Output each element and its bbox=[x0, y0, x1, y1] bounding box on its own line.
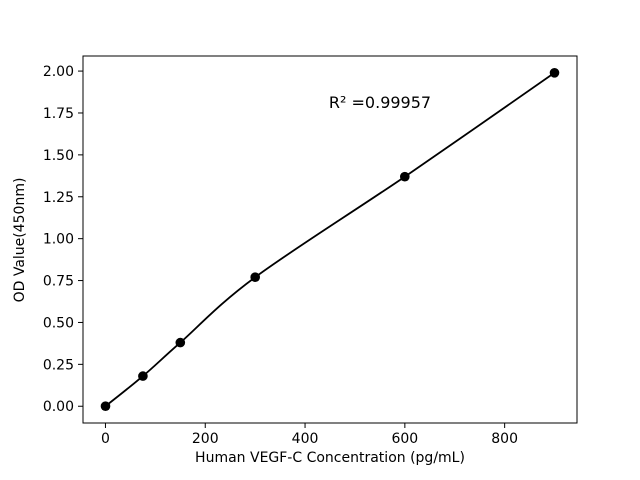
x-tick-label: 800 bbox=[491, 431, 518, 447]
data-point bbox=[175, 337, 186, 348]
x-tick-label: 600 bbox=[391, 431, 418, 447]
data-point bbox=[250, 272, 260, 283]
x-tick-label: 200 bbox=[192, 431, 219, 447]
fit-line bbox=[104, 72, 556, 407]
y-tick-label: 0.50 bbox=[43, 315, 74, 331]
plot-area: 0 200 400 600 800 0.00 0.25 0.50 0.75 1.00 1.25 1.5… bbox=[43, 55, 578, 447]
y-tick-label: 0.25 bbox=[43, 357, 74, 373]
x-tick-label: 400 bbox=[292, 431, 319, 447]
y-axis-label: OD Value(450nm) bbox=[12, 178, 28, 303]
y-tick-label: 2.00 bbox=[43, 64, 74, 80]
y-tick-label: 1.50 bbox=[43, 148, 74, 164]
y-tick-label: 1.25 bbox=[43, 190, 74, 206]
y-tick-label: 1.00 bbox=[43, 232, 74, 248]
y-tick-label: 1.75 bbox=[43, 106, 74, 122]
data-point bbox=[138, 371, 148, 381]
data-point bbox=[100, 401, 111, 412]
axes-frame bbox=[82, 55, 578, 424]
y-tick-label: 0.75 bbox=[43, 274, 74, 290]
r-squared-annotation: R² =0.99957 bbox=[329, 93, 431, 112]
x-tick-label: 0 bbox=[101, 431, 110, 447]
data-point bbox=[549, 68, 560, 78]
x-axis-label: Human VEGF-C Concentration (pg/mL) bbox=[195, 450, 465, 466]
data-point bbox=[400, 171, 410, 182]
y-tick-label: 0.00 bbox=[43, 399, 74, 415]
